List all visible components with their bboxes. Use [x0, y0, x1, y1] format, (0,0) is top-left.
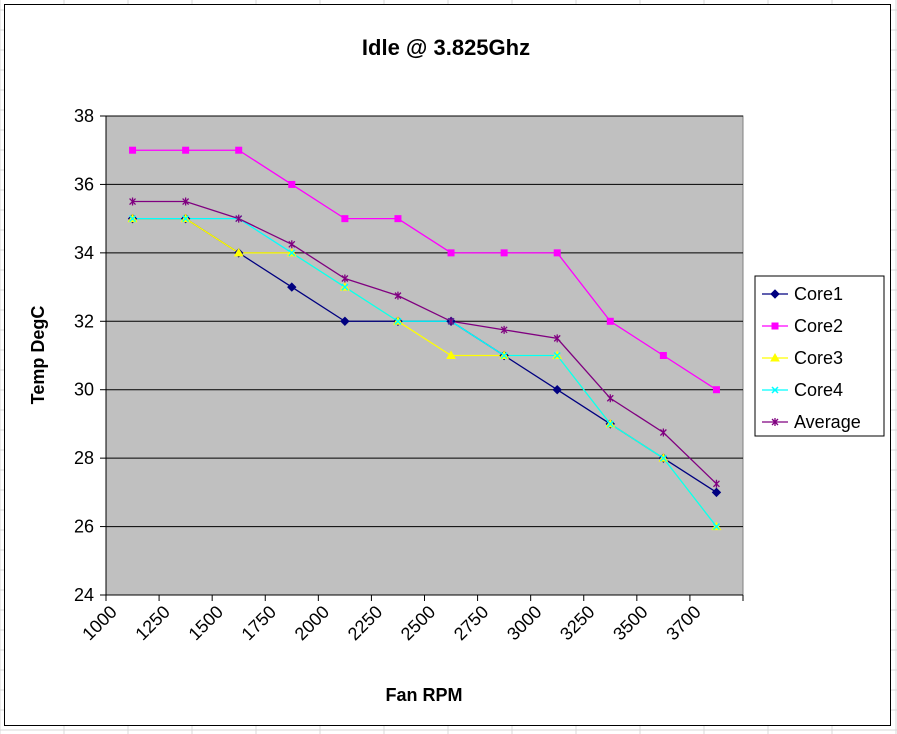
data-point-average [606, 394, 614, 403]
chart-title: Idle @ 3.825Ghz [362, 35, 530, 60]
axes [100, 115, 744, 601]
y-tick-label: 38 [74, 106, 94, 126]
data-point-core2 [553, 249, 561, 257]
data-point-core1 [340, 316, 350, 326]
data-point-average [712, 479, 720, 488]
x-tick-label: 3000 [503, 602, 545, 644]
data-point-core4 [500, 351, 508, 360]
data-point-average [182, 197, 190, 206]
data-point-core4 [182, 215, 190, 223]
y-tick-label: 28 [74, 448, 94, 468]
series-markers [127, 146, 722, 531]
y-tick-label: 26 [74, 517, 94, 537]
legend-item-core1[interactable]: Core1 [762, 284, 843, 304]
data-point-average [129, 197, 137, 206]
x-tick-label: 3250 [556, 602, 598, 644]
data-point-average [235, 214, 243, 223]
data-point-core2 [288, 180, 296, 188]
data-point-core2 [394, 215, 402, 223]
legend-item-core2[interactable]: Core2 [762, 316, 843, 336]
x-tick-label: 2750 [450, 602, 492, 644]
legend-label: Core3 [794, 348, 843, 368]
legend-marker-icon [771, 386, 779, 394]
data-point-core2 [447, 249, 455, 257]
series-lines [132, 149, 717, 527]
data-point-core2 [659, 352, 667, 359]
y-gridlines [106, 115, 743, 528]
legend-label: Core1 [794, 284, 843, 304]
data-point-core2 [182, 146, 190, 154]
data-point-core2 [235, 146, 243, 154]
data-point-average [659, 428, 667, 437]
legend-item-core4[interactable]: Core4 [762, 380, 843, 400]
plot-area [105, 115, 744, 596]
data-point-core3 [446, 350, 456, 359]
data-point-core2 [606, 317, 614, 325]
legend-item-core3[interactable]: Core3 [762, 348, 843, 368]
data-point-core4 [394, 317, 402, 325]
series-line-core4 [132, 217, 717, 527]
x-tick-label: 3700 [662, 602, 704, 644]
x-tick-label: 1000 [78, 602, 120, 644]
legend-item-average[interactable]: Average [762, 412, 861, 432]
x-tick-label: 3500 [609, 602, 651, 644]
y-tick-label: 24 [74, 585, 94, 605]
x-tick-label: 2250 [344, 602, 386, 644]
x-tick-labels: 1000 1250 1500 1750 2000 2250 2500 2750 3000 3250… [78, 602, 704, 644]
x-tick-label: 1250 [131, 602, 173, 644]
legend-label: Core4 [794, 380, 843, 400]
x-tick-label: 1500 [185, 602, 227, 644]
legend-marker-icon [771, 322, 779, 330]
y-tick-label: 30 [74, 380, 94, 400]
data-point-average [553, 334, 561, 343]
y-tick-label: 36 [74, 174, 94, 194]
x-tick-label: 2000 [291, 602, 333, 644]
data-point-core3 [233, 247, 244, 257]
data-point-core1 [711, 487, 722, 498]
x-axis-title: Fan RPM [385, 685, 462, 705]
data-point-core4 [341, 283, 349, 291]
data-point-core1 [552, 385, 562, 395]
y-tick-labels: 24 26 28 30 32 34 36 38 [74, 106, 94, 605]
y-tick-label: 32 [74, 311, 94, 331]
legend-marker-icon [770, 289, 780, 299]
x-tick-label: 1750 [238, 602, 280, 644]
data-point-core4 [129, 215, 137, 223]
data-point-core2 [500, 249, 508, 257]
legend-label: Average [794, 412, 861, 432]
data-point-average [447, 317, 455, 326]
legend[interactable]: Core1 Core2 Core3 Core4 Average [754, 275, 885, 437]
data-point-core1 [287, 282, 297, 292]
data-point-average [500, 325, 508, 334]
data-point-core4 [659, 454, 667, 462]
data-point-core2 [129, 146, 137, 154]
data-point-core4 [288, 249, 296, 257]
series-line-average [132, 200, 717, 485]
data-point-core2 [712, 386, 720, 394]
data-point-core4 [553, 351, 561, 360]
legend-marker-icon [771, 418, 779, 426]
data-point-average [288, 240, 296, 249]
y-tick-label: 34 [74, 243, 94, 263]
data-point-core4 [712, 523, 720, 531]
data-point-core2 [341, 215, 349, 223]
legend-marker-icon [770, 352, 780, 362]
y-axis-title: Temp DegC [28, 306, 48, 405]
x-tick-label: 2500 [397, 602, 439, 644]
data-point-average [394, 291, 402, 300]
legend-label: Core2 [794, 316, 843, 336]
series-line-core2 [132, 149, 717, 391]
data-point-core4 [606, 420, 614, 428]
data-point-average [341, 274, 349, 283]
